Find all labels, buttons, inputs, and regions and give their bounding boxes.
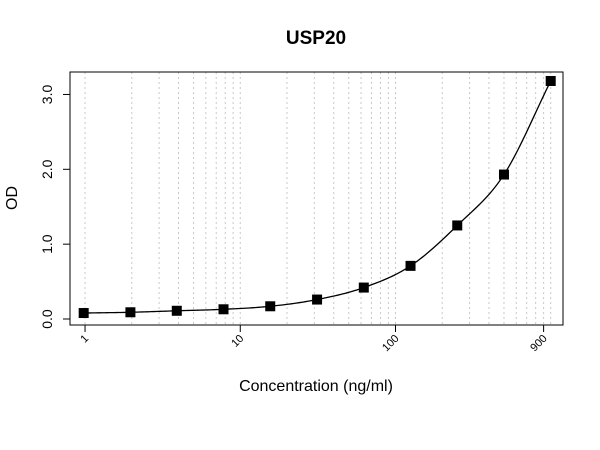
x-axis-label: Concentration (ng/ml) [239,378,393,395]
x-tick-label: 10 [229,333,246,350]
data-point [171,305,182,316]
x-tick-label: 100 [380,333,401,354]
fit-curve [83,80,552,314]
data-points [78,75,556,319]
x-tick-label: 900 [528,333,549,354]
data-point [265,301,276,312]
data-point [312,294,323,305]
data-point [405,260,416,271]
grid-lines [84,72,552,325]
y-tick-label: 1.0 [39,234,55,254]
x-tick-label: 1 [78,333,91,346]
data-point [218,304,229,315]
data-point [545,75,556,86]
data-point [452,220,463,231]
data-point [498,169,509,180]
plot-frame [69,71,564,326]
y-tick-label: 0.0 [39,309,55,329]
data-point [358,282,369,293]
y-tick-label: 3.0 [39,85,55,105]
data-point [125,307,136,318]
y-axis: 0.0 1.0 2.0 3.0 [39,85,70,329]
chart-title: USP20 [286,28,346,49]
x-axis: 1 10 100 900 [78,325,550,354]
y-tick-label: 2.0 [39,159,55,179]
data-point [78,308,89,319]
y-axis-label: OD [4,186,21,210]
